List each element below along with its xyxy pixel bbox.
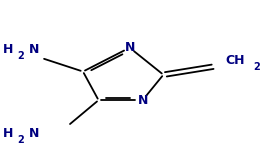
Text: 2: 2 [17,135,23,145]
Text: N: N [138,94,148,107]
Text: N: N [28,127,39,140]
Text: N: N [124,41,135,54]
Text: 2: 2 [253,62,260,72]
Text: 2: 2 [17,51,23,61]
Text: H: H [3,127,13,140]
Text: CH: CH [226,54,245,67]
Text: H: H [3,43,13,56]
Text: N: N [28,43,39,56]
